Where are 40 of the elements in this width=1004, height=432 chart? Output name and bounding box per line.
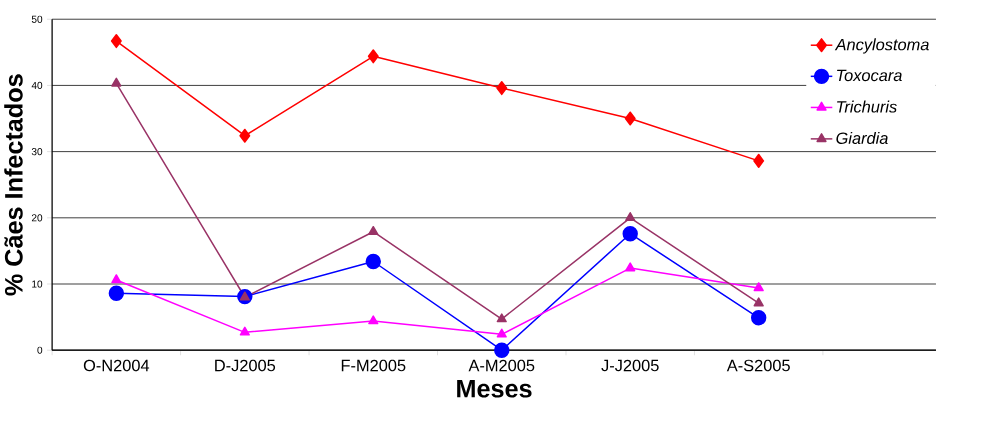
point (494, 342, 510, 358)
point (496, 313, 507, 323)
legend-label: Trichuris (837, 100, 897, 113)
legend-label: Toxocara (837, 69, 902, 82)
point (239, 128, 251, 143)
point (753, 282, 764, 292)
y-tick-label: 40 (31, 81, 43, 89)
point (368, 225, 379, 235)
y-tick-label: 20 (31, 214, 43, 222)
point (367, 49, 379, 64)
point (622, 225, 638, 242)
point (750, 309, 767, 326)
x-tick-label: F-M2005 (341, 359, 406, 372)
x-tick-label: A-M2005 (468, 359, 535, 372)
x-tick-label: J-J2005 (601, 359, 659, 372)
y-tick-label: 0 (37, 346, 43, 354)
point (496, 328, 507, 338)
x-tick-label: O-N2004 (83, 359, 150, 372)
point (753, 297, 764, 307)
legend-label: Giardia (836, 131, 888, 144)
point (368, 315, 379, 325)
y-tick-label: 30 (31, 147, 43, 156)
point (239, 326, 250, 336)
point (753, 153, 765, 168)
point (110, 33, 122, 49)
x-tick-label: A-S2005 (726, 359, 790, 372)
point (496, 80, 508, 96)
point (624, 111, 636, 126)
y-axis-title: % Cães Infectados (4, 74, 23, 296)
point (108, 285, 125, 301)
point (625, 262, 636, 272)
point (365, 253, 381, 270)
point (111, 274, 122, 284)
x-tick-label: D-J2005 (215, 359, 276, 372)
y-tick-label: 50 (31, 15, 43, 23)
point (111, 77, 122, 87)
x-axis-title: Meses (457, 379, 532, 398)
y-tick-label: 10 (32, 280, 43, 288)
legend-label: Ancylostoma (834, 38, 929, 54)
point (625, 211, 636, 222)
